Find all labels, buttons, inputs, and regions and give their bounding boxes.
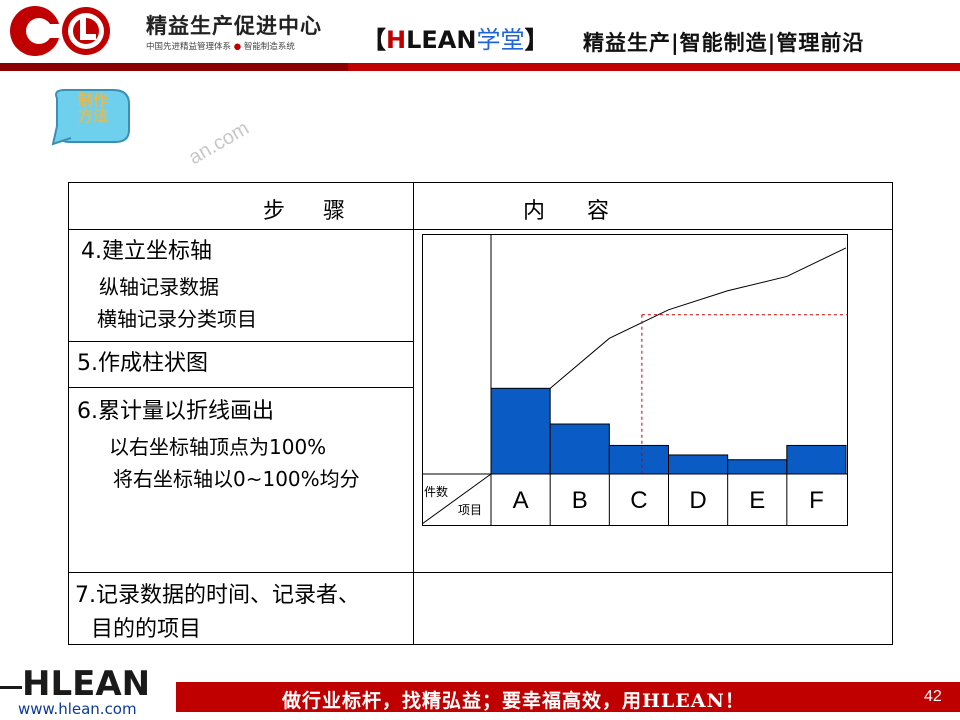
row-divider-2 bbox=[69, 387, 413, 388]
step-6-sub-1: 以右坐标轴顶点为100% bbox=[109, 435, 327, 459]
column-divider bbox=[413, 183, 414, 644]
step-5-title: 5.作成柱状图 bbox=[77, 351, 208, 376]
tag-lean: LEAN bbox=[406, 26, 477, 54]
tag-open-bracket: 【 bbox=[362, 26, 386, 54]
brand-title: 精益生产促进中心 bbox=[146, 14, 322, 38]
step-6-sub-2: 将右坐标轴以0~100%均分 bbox=[113, 467, 360, 491]
center-logo-icon bbox=[10, 6, 110, 56]
footer-logo-dash bbox=[0, 686, 22, 689]
header-slogan: 精益生产|智能制造|管理前沿 bbox=[583, 31, 865, 55]
footer-logo-text: HLEAN bbox=[22, 665, 150, 699]
bar-D bbox=[668, 454, 729, 475]
badge-line2: 方法 bbox=[77, 107, 108, 125]
step-6-title: 6.累计量以折线画出 bbox=[77, 399, 274, 424]
steps-table: 步 骤 内 容 4.建立坐标轴 纵轴记录数据 横轴记录分类项目 5.作成柱状图 … bbox=[68, 182, 893, 645]
corner-diagonal bbox=[422, 473, 492, 525]
row-divider-3 bbox=[69, 572, 892, 573]
footer-url[interactable]: www.hlean.com bbox=[18, 700, 137, 718]
step-4-title: 4.建立坐标轴 bbox=[81, 239, 212, 264]
brand-sub-left: 中国先进精益管理体系 bbox=[146, 42, 232, 52]
header-divider-left bbox=[0, 63, 348, 71]
corner-label-count: 件数 bbox=[424, 484, 448, 499]
step-7-title-line1: 7.记录数据的时间、记录者、 bbox=[75, 583, 360, 608]
x-tick-label-B: B bbox=[572, 487, 588, 514]
brand-sub-dot: ● bbox=[233, 42, 242, 52]
method-badge-label: 制作 方法 bbox=[60, 92, 126, 124]
tag-school: 学堂 bbox=[476, 26, 525, 54]
bar-C bbox=[608, 444, 669, 475]
x-tick-label-C: C bbox=[630, 487, 647, 514]
x-tick-label-F: F bbox=[809, 487, 824, 514]
footer-slogan: 做行业标杆，找精弘益；要幸福高效，用HLEAN！ bbox=[282, 690, 745, 712]
bar-F bbox=[786, 444, 847, 475]
hlean-school-tag: 【HLEAN学堂】 bbox=[362, 20, 548, 55]
tag-h: H bbox=[386, 26, 407, 54]
cumulative-line bbox=[549, 247, 847, 389]
watermark: an.com bbox=[185, 117, 253, 170]
page-number: 42 bbox=[924, 688, 942, 705]
step-7-title-line2: 目的的项目 bbox=[91, 617, 202, 642]
chart-frame bbox=[422, 234, 848, 526]
x-tick-label-A: A bbox=[513, 487, 529, 514]
corner-label-item: 项目 bbox=[458, 503, 482, 517]
x-tick-label-E: E bbox=[749, 487, 765, 514]
footer-bar bbox=[176, 682, 960, 712]
row-divider-1 bbox=[69, 341, 413, 342]
method-badge-icon bbox=[51, 89, 130, 146]
column-header-step: 步 骤 bbox=[263, 199, 347, 224]
bar-E bbox=[727, 459, 788, 475]
hlean-footer-logo: HLEAN bbox=[22, 665, 150, 699]
bar-A bbox=[490, 387, 551, 475]
badge-line1: 制作 bbox=[77, 91, 108, 109]
tag-close-bracket: 】 bbox=[524, 26, 549, 54]
bar-B bbox=[549, 423, 610, 475]
step-4-sub-2: 横轴记录分类项目 bbox=[97, 307, 257, 331]
step-4-sub-1: 纵轴记录数据 bbox=[99, 275, 219, 299]
header-row-divider bbox=[69, 229, 892, 230]
x-tick-label-D: D bbox=[689, 487, 706, 514]
column-header-content: 内 容 bbox=[523, 199, 609, 224]
brand-subtitle: 中国先进精益管理体系 ● 智能制造系统 bbox=[146, 40, 295, 52]
brand-sub-right: 智能制造系统 bbox=[243, 42, 295, 52]
header-divider-bar bbox=[0, 63, 960, 71]
